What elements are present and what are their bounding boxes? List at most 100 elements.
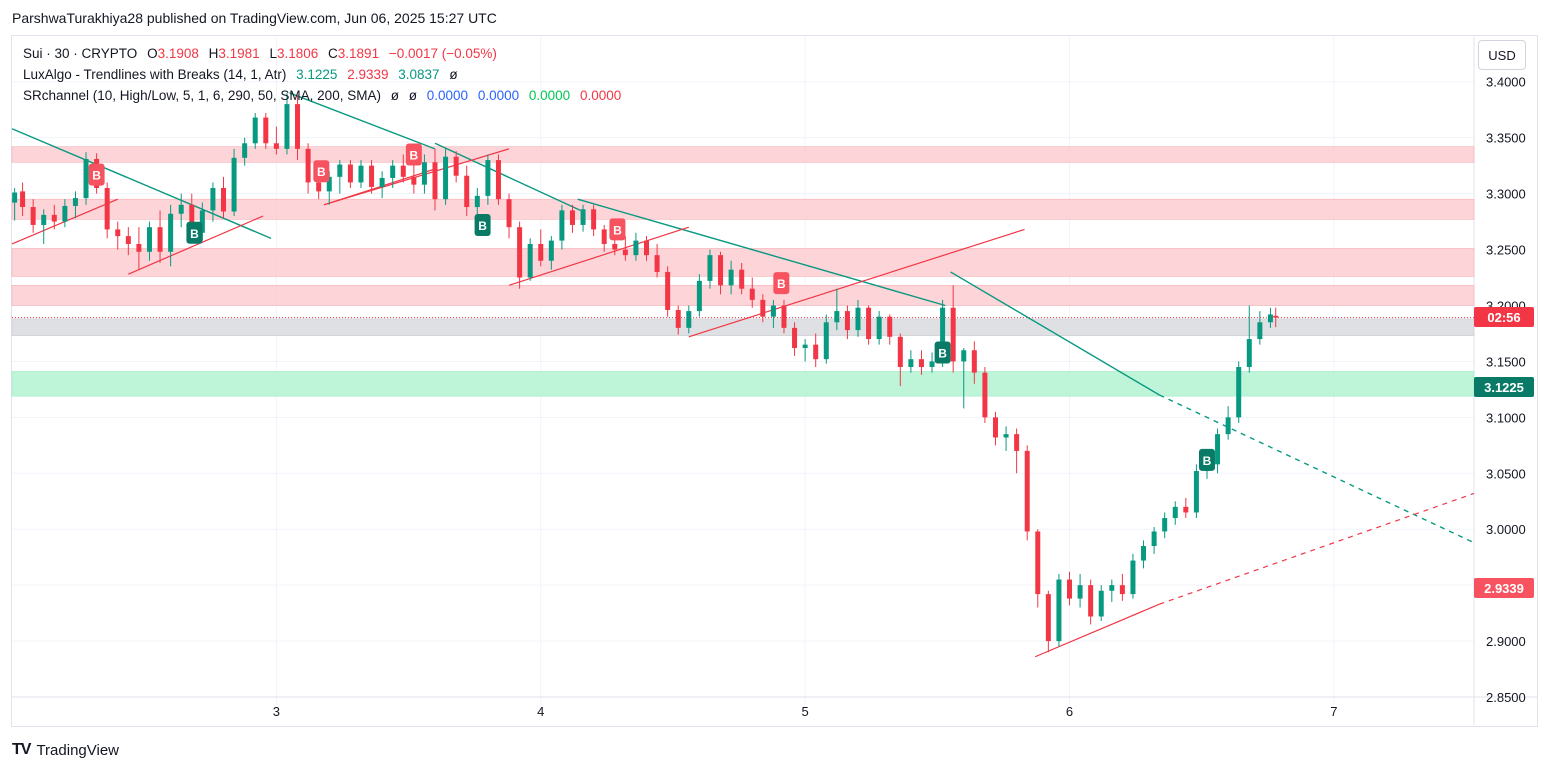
indicator1-value-4: ø (449, 67, 458, 82)
candle-up (1236, 367, 1242, 418)
candle-down (675, 309, 681, 328)
candle-down (30, 207, 36, 225)
candle-up (834, 311, 840, 323)
candle-down (51, 214, 57, 222)
break-marker-label: B (1203, 454, 1212, 468)
tradingview-brand[interactable]: TV TradingView (12, 741, 119, 759)
currency-button[interactable]: USD (1478, 40, 1526, 70)
candle-down (125, 236, 131, 244)
down-trendline (950, 271, 1160, 396)
candle-down (866, 307, 872, 340)
candle-down (1273, 315, 1279, 318)
candle-down (316, 182, 322, 192)
candle-up (62, 205, 68, 222)
candle-down (432, 162, 438, 200)
candle-down (1119, 585, 1125, 595)
candle-up (855, 307, 861, 331)
support-zone (11, 371, 1475, 397)
candle-up (474, 195, 480, 208)
chart-frame[interactable] (11, 35, 1538, 727)
indicator2-value-4: 0.0000 (477, 88, 520, 103)
candle-up (908, 359, 914, 368)
upper-trendline-price-tag: 3.1225 (1474, 377, 1534, 397)
y-tick-label: 3.1000 (1486, 410, 1526, 425)
candle-down (495, 160, 501, 200)
candle-up (1109, 585, 1115, 591)
trendlines (11, 92, 1475, 658)
up-trendline (128, 215, 264, 275)
legend-high-label: H (208, 46, 219, 61)
candle-up (1193, 471, 1199, 513)
y-tick-label: 3.2500 (1486, 243, 1526, 258)
candle-down (622, 249, 628, 256)
candle-down (189, 204, 195, 233)
candle-down (263, 117, 269, 144)
x-tick-label: 6 (1066, 704, 1073, 719)
candle-down (971, 350, 977, 373)
indicator1-value-1: 3.1225 (296, 67, 338, 82)
grid-lines (12, 37, 1537, 725)
indicator1-name[interactable]: LuxAlgo - Trendlines with Breaks (14, 1,… (23, 67, 287, 82)
bullish-break-marker (186, 221, 203, 244)
candle-up (178, 204, 184, 214)
candle-down (601, 229, 607, 244)
y-tick-label: 3.1500 (1486, 354, 1526, 369)
candle-down (1183, 506, 1189, 513)
candle-down (844, 311, 850, 331)
candle-up (1151, 531, 1157, 547)
candle-up (802, 344, 808, 348)
candle-up (242, 143, 248, 158)
down-trendline (1159, 394, 1475, 544)
legend-close: 3.1891 (337, 46, 380, 61)
current-zone (11, 318, 1475, 336)
candle-down (781, 305, 787, 328)
candles (12, 92, 1279, 653)
indicator2-name[interactable]: SRchannel (10, High/Low, 5, 1, 6, 290, 5… (23, 88, 381, 103)
break-marker-label: B (92, 169, 101, 183)
indicator1-value-2: 2.9339 (347, 67, 389, 82)
candle-up (929, 361, 935, 368)
candle-down (612, 243, 618, 250)
candle-down (136, 243, 142, 252)
candle-up (72, 198, 78, 206)
legend-symbol-line[interactable]: Sui · 30 · CRYPTO O3.1908 H3.1981 L3.180… (23, 46, 503, 61)
candle-down (115, 229, 121, 237)
indicator1-value-3: 3.0837 (398, 67, 440, 82)
candle-up (1246, 339, 1252, 368)
candle-up (686, 311, 692, 328)
candle-up (1056, 579, 1062, 642)
bearish-break-marker (773, 272, 790, 295)
x-axis[interactable]: 3 4 5 6 7 (273, 704, 1338, 719)
candle-up (961, 350, 967, 362)
legend-indicator-srchannel[interactable]: SRchannel (10, High/Low, 5, 1, 6, 290, 5… (23, 88, 627, 103)
candle-down (654, 255, 660, 272)
tradingview-logo-icon: TV (12, 741, 31, 758)
x-tick-label: 3 (273, 704, 280, 719)
countdown-price-tag: 02:56 (1474, 307, 1534, 327)
legend-indicator-trendlines[interactable]: LuxAlgo - Trendlines with Breaks (14, 1,… (23, 67, 464, 82)
legend-close-label: C (328, 46, 338, 61)
candle-down (1067, 579, 1073, 599)
indicator2-value-6: 0.0000 (579, 88, 622, 103)
candle-up (1215, 434, 1221, 465)
candle-up (252, 117, 258, 144)
candle-up (443, 156, 449, 200)
candle-down (1024, 450, 1030, 532)
candle-up (633, 240, 639, 256)
candle-up (199, 210, 205, 233)
up-trendline (323, 148, 510, 206)
candle-down (813, 344, 819, 360)
legend-symbol[interactable]: Sui · 30 · CRYPTO (23, 46, 138, 61)
candle-down (1014, 434, 1020, 451)
indicator2-value-2: ø (408, 88, 417, 103)
down-trendline (577, 198, 946, 307)
candle-up (337, 164, 343, 177)
candle-down (591, 209, 597, 230)
up-trendline (1034, 603, 1160, 658)
down-trendline (289, 92, 436, 150)
candle-up (696, 280, 702, 312)
candle-up (548, 240, 554, 261)
candle-down (1035, 531, 1041, 595)
bullish-break-marker (474, 213, 491, 236)
